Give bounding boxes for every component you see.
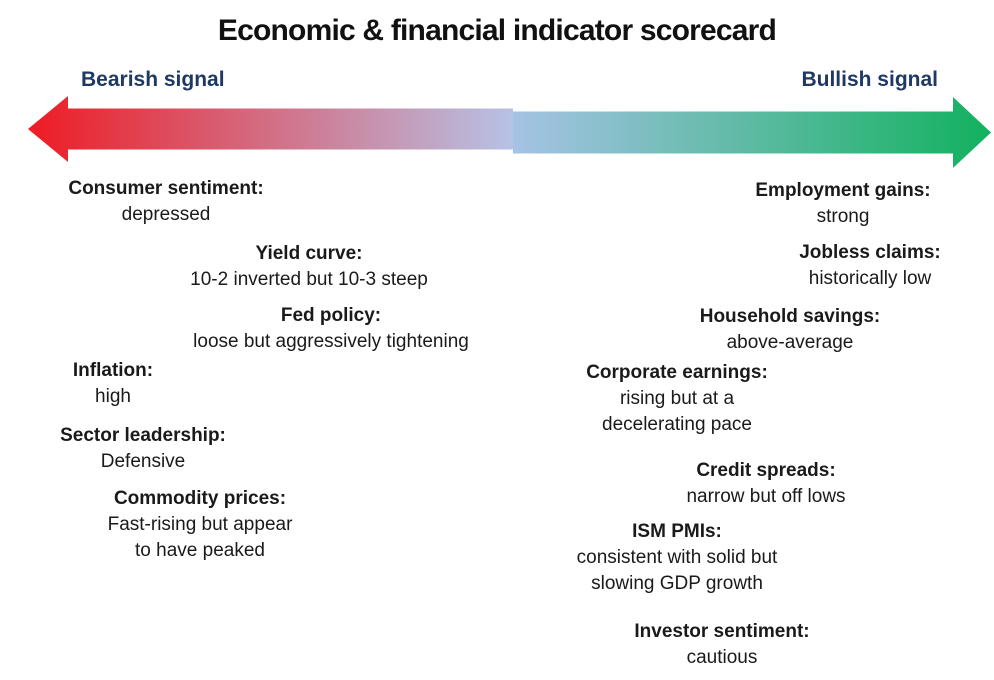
indicator-heading: Investor sentiment: — [634, 621, 810, 642]
indicator-household-savings: Household savings: above-average — [700, 304, 881, 356]
indicator-detail: above-average — [726, 332, 854, 353]
bearish-signal-label: Bearish signal — [81, 68, 225, 91]
bullish-arrow-half — [513, 97, 991, 168]
indicator-credit-spreads: Credit spreads: narrow but off lows — [686, 458, 845, 510]
indicator-heading: Corporate earnings: — [586, 362, 768, 383]
indicator-commodity-prices: Commodity prices: Fast-rising but appear … — [108, 486, 293, 564]
indicator-ism-pmis: ISM PMIs: consistent with solid but slowi… — [577, 519, 778, 597]
indicator-heading: Credit spreads: — [696, 460, 836, 481]
indicator-heading: Sector leadership: — [60, 425, 226, 446]
indicator-heading: Consumer sentiment: — [68, 178, 264, 199]
indicator-sector-leadership: Sector leadership: Defensive — [60, 423, 226, 475]
indicator-detail: depressed — [121, 204, 211, 225]
indicator-employment-gains: Employment gains: strong — [755, 178, 930, 230]
indicator-detail: narrow but off lows — [686, 486, 846, 507]
indicator-detail: 10-2 inverted but 10-3 steep — [190, 269, 428, 290]
page-title: Economic & financial indicator scorecard — [217, 14, 777, 47]
indicator-heading: ISM PMIs: — [632, 521, 722, 542]
indicator-heading: Household savings: — [699, 306, 881, 327]
indicator-corporate-earnings: Corporate earnings: rising but at a decel… — [586, 360, 768, 438]
indicator-detail: strong — [816, 206, 870, 227]
indicator-heading: Employment gains: — [755, 180, 931, 201]
indicator-consumer-sentiment: Consumer sentiment: depressed — [68, 176, 263, 228]
indicator-investor-sentiment: Investor sentiment: cautious — [634, 619, 809, 671]
indicator-fed-policy: Fed policy: loose but aggressively tighte… — [193, 303, 469, 355]
indicator-heading: Inflation: — [72, 360, 154, 381]
indicator-yield-curve: Yield curve: 10-2 inverted but 10-3 steep — [190, 241, 428, 293]
indicator-detail: consistent with solid but slowing GDP gr… — [576, 547, 778, 594]
indicator-detail: Defensive — [100, 451, 186, 472]
bullish-signal-label: Bullish signal — [801, 68, 938, 91]
indicator-inflation: Inflation: high — [73, 358, 153, 410]
indicator-heading: Yield curve: — [255, 243, 363, 264]
indicator-detail: Fast-rising but appear to have peaked — [107, 514, 293, 561]
spectrum-gradient-arrow — [28, 96, 991, 168]
indicator-detail: high — [95, 386, 131, 407]
indicator-heading: Fed policy: — [280, 305, 382, 326]
indicator-heading: Jobless claims: — [799, 242, 941, 263]
indicator-detail: rising but at a decelerating pace — [602, 388, 752, 435]
indicator-detail: historically low — [808, 268, 932, 289]
indicator-jobless-claims: Jobless claims: historically low — [799, 240, 941, 292]
indicator-heading: Commodity prices: — [113, 488, 287, 509]
bearish-arrow-half — [28, 96, 513, 162]
indicator-detail: cautious — [686, 647, 758, 668]
indicator-detail: loose but aggressively tightening — [193, 331, 469, 352]
